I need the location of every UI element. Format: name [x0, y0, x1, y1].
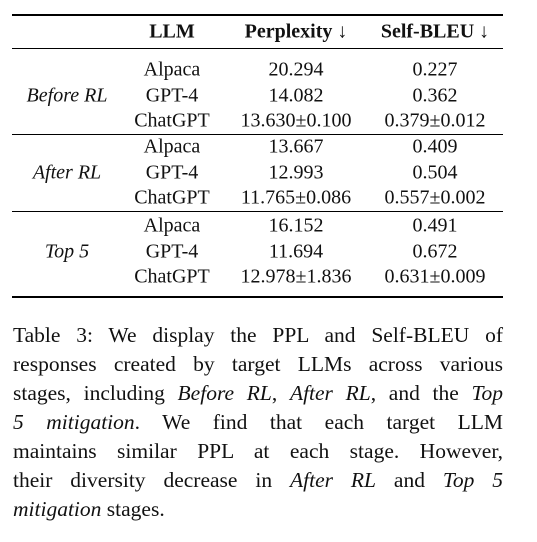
- table-cell: Alpaca: [143, 58, 201, 81]
- caption-line: stages, including Before RL, After RL, a…: [13, 379, 503, 408]
- table-cell: 13.630±0.100: [240, 109, 352, 132]
- caption-text: mitigation: [13, 497, 102, 521]
- table-cell: GPT-4: [145, 84, 199, 107]
- table-cell: 14.082: [268, 84, 324, 107]
- caption-line: responses created by target LLMs across …: [13, 350, 503, 379]
- table-cell: 0.491: [412, 214, 458, 237]
- table-cell: 0.557±0.002: [384, 186, 486, 209]
- table-cell: ChatGPT: [134, 109, 210, 132]
- caption-text: Top: [471, 381, 503, 405]
- table-cell: 20.294: [268, 58, 324, 81]
- caption-text: stages, including: [13, 381, 178, 405]
- caption-text: ,: [271, 381, 290, 405]
- caption-text: Top 5: [442, 468, 504, 492]
- group-label: After RL: [32, 161, 102, 184]
- caption-line: maintains similar PPL at each stage. How…: [13, 437, 503, 466]
- table-cell: Alpaca: [143, 214, 201, 237]
- caption-text: stages.: [101, 497, 165, 521]
- caption-text: After RL: [290, 468, 376, 492]
- table-cell: ChatGPT: [134, 186, 210, 209]
- caption-text: 5 mitigation: [13, 410, 135, 434]
- caption-line: 5 mitigation. We find that each target L…: [13, 408, 503, 437]
- group-label: Before RL: [26, 84, 108, 107]
- table-cell: 0.504: [412, 161, 458, 184]
- header-cell: LLM: [149, 20, 195, 43]
- table-cell: 0.409: [412, 135, 458, 158]
- table-cell: 0.672: [412, 240, 458, 263]
- caption-text: and: [376, 468, 443, 492]
- caption-text: their diversity decrease in: [13, 468, 290, 492]
- table-cell: 13.667: [268, 135, 324, 158]
- group-rule: [12, 211, 503, 212]
- table-cell: GPT-4: [145, 240, 199, 263]
- table-cell: 12.978±1.836: [240, 265, 352, 288]
- table-cell: 16.152: [268, 214, 324, 237]
- table-cell: Alpaca: [143, 135, 201, 158]
- group-rule: [12, 134, 503, 135]
- header-cell: Self-BLEU ↓: [380, 20, 490, 43]
- caption-text: Table 3: We display the PPL and Self-BLE…: [13, 323, 503, 347]
- header-cell: Perplexity ↓: [244, 20, 348, 43]
- caption-text: responses created by target LLMs across …: [13, 352, 503, 376]
- table-cell: 0.379±0.012: [384, 109, 486, 132]
- table-cell: ChatGPT: [134, 265, 210, 288]
- table-cell: 0.631±0.009: [384, 265, 486, 288]
- group-label: Top 5: [44, 240, 90, 263]
- caption-text: Before RL: [177, 381, 272, 405]
- table-cell: 12.993: [268, 161, 324, 184]
- caption-text: , and the: [370, 381, 472, 405]
- caption-line: mitigation stages.: [13, 495, 503, 524]
- caption-text: After RL: [289, 381, 371, 405]
- table-cell: 11.765±0.086: [240, 186, 352, 209]
- caption-text: . We find that each target LLM: [134, 410, 503, 434]
- table-cell: 0.362: [412, 84, 458, 107]
- bottom-rule: [12, 296, 503, 298]
- table-cell: 11.694: [268, 240, 324, 263]
- caption-line: their diversity decrease in After RL and…: [13, 466, 503, 495]
- table-cell: 0.227: [412, 58, 458, 81]
- top-rule: [12, 14, 503, 16]
- header-rule: [12, 48, 503, 49]
- caption-line: Table 3: We display the PPL and Self-BLE…: [13, 321, 503, 350]
- caption-text: maintains similar PPL at each stage. How…: [13, 439, 503, 463]
- table-cell: GPT-4: [145, 161, 199, 184]
